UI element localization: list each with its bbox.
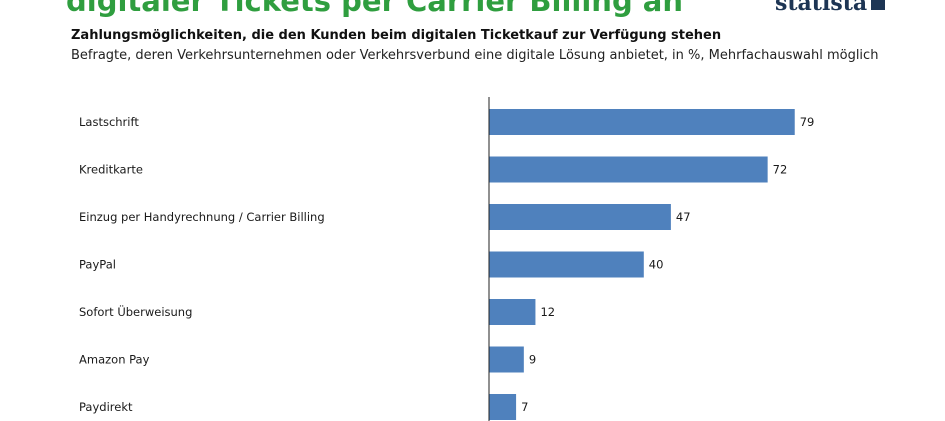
- bar: [489, 204, 671, 230]
- category-label: Lastschrift: [79, 115, 139, 129]
- value-label: 12: [540, 305, 555, 319]
- bar: [489, 156, 768, 183]
- chart-subtitle: Befragte, deren Verkehrsunternehmen oder…: [71, 48, 879, 63]
- brand-name: statista: [775, 0, 868, 16]
- bar: [489, 109, 795, 135]
- value-label: 72: [773, 163, 788, 177]
- statista-logo: statista: [775, 0, 886, 16]
- headline: digitaler Tickets per Carrier Billing an: [66, 0, 684, 18]
- value-label: 40: [649, 258, 664, 272]
- bar: [489, 251, 644, 278]
- brand-mark-icon: [871, 0, 886, 10]
- category-label: Einzug per Handyrechnung / Carrier Billi…: [79, 210, 325, 224]
- category-label: Amazon Pay: [79, 353, 150, 367]
- chart-title: Zahlungsmöglichkeiten, die den Kunden be…: [71, 28, 722, 43]
- category-label: PayPal: [79, 258, 116, 272]
- category-label: Kreditkarte: [79, 163, 143, 177]
- value-label: 47: [676, 210, 691, 224]
- value-label: 7: [521, 400, 528, 414]
- bar: [489, 299, 536, 325]
- bar: [489, 346, 524, 373]
- bar: [489, 394, 517, 420]
- category-label: Sofort Überweisung: [79, 303, 192, 319]
- value-label: 79: [800, 115, 815, 129]
- value-label: 9: [529, 353, 536, 367]
- category-label: Paydirekt: [79, 400, 133, 414]
